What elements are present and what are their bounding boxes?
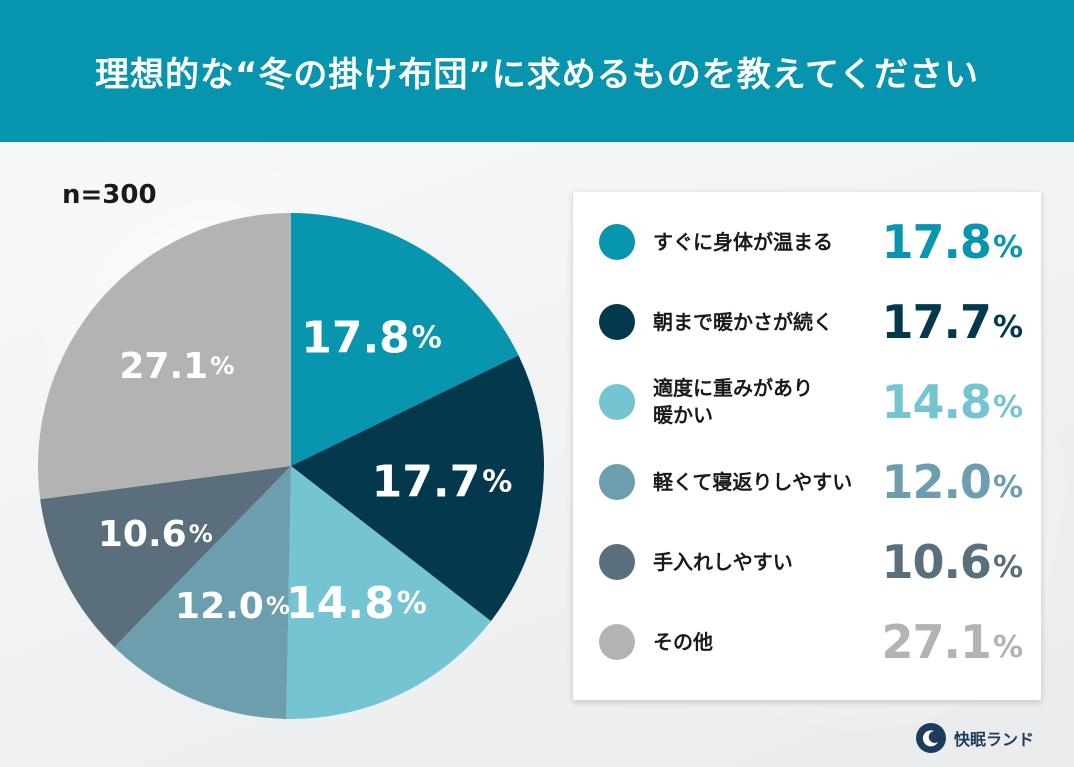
slice-data-label: 10.6% — [98, 514, 213, 555]
legend-item: 適度に重みがあり 暖かい 14.8% — [573, 362, 1041, 442]
legend: すぐに身体が温まる 17.8% 朝まで暖かさが続く 17.7% 適度に重みがあり 暖かい 1… — [573, 192, 1041, 700]
legend-swatch — [599, 224, 635, 260]
pie-slice — [286, 466, 491, 719]
sleep-mascot-icon — [916, 723, 946, 753]
pie-slice — [291, 355, 544, 622]
legend-item: 軽くて寝返りしやすい 12.0% — [573, 442, 1041, 522]
legend-label: 手入れしやすい — [653, 549, 793, 574]
legend-value: 10.6% — [881, 522, 1023, 602]
pie-slice — [114, 466, 291, 719]
slice-data-label: 17.8% — [301, 312, 442, 363]
legend-value-number: 14.8 — [881, 375, 991, 429]
legend-swatch — [599, 624, 635, 660]
brand-name: 快眠ランド — [954, 730, 1035, 749]
legend-value-unit: % — [992, 629, 1023, 665]
legend-value: 12.0% — [881, 442, 1023, 522]
legend-label: その他 — [653, 629, 713, 654]
slice-data-label: 12.0% — [175, 586, 290, 627]
legend-label: 朝まで暖かさが続く — [653, 309, 833, 334]
pie-slice — [37, 213, 291, 500]
legend-value-number: 12.0 — [881, 455, 991, 509]
legend-swatch — [599, 544, 635, 580]
legend-value-unit: % — [992, 469, 1023, 505]
sample-size-label: n=300 — [62, 180, 157, 210]
legend-value: 27.1% — [881, 602, 1023, 682]
legend-value: 14.8% — [881, 362, 1023, 442]
legend-value: 17.8% — [881, 202, 1023, 282]
pie-slice — [291, 213, 519, 466]
header-banner: 理想的な“冬の掛け布団”に求めるものを教えてください — [0, 0, 1074, 142]
pie-slice — [40, 466, 291, 648]
legend-item: 手入れしやすい 10.6% — [573, 522, 1041, 602]
brand-logo: 快眠ランド — [916, 722, 1034, 754]
slice-data-label: 27.1% — [119, 345, 234, 386]
legend-value: 17.7% — [881, 282, 1023, 362]
legend-item: その他 27.1% — [573, 602, 1041, 682]
legend-label: すぐに身体が温まる — [653, 229, 833, 254]
legend-item: 朝まで暖かさが続く 17.7% — [573, 282, 1041, 362]
legend-value-number: 27.1 — [881, 615, 991, 669]
legend-swatch — [599, 464, 635, 500]
slice-data-label: 17.7% — [372, 456, 513, 507]
legend-label: 適度に重みがあり 暖かい — [653, 376, 813, 427]
pie-chart: 17.8% 17.7% 14.8%12.0% 10.6% 27.1% — [37, 213, 544, 719]
chart-title: 理想的な“冬の掛け布団”に求めるものを教えてください — [95, 54, 979, 95]
legend-value-number: 10.6 — [881, 535, 991, 589]
legend-swatch — [599, 384, 635, 420]
legend-value-unit: % — [992, 549, 1023, 585]
legend-value-unit: % — [992, 309, 1023, 345]
legend-value-number: 17.7 — [881, 295, 991, 349]
legend-label: 軽くて寝返りしやすい — [653, 469, 853, 494]
legend-value-number: 17.8 — [881, 215, 991, 269]
slice-data-label: 14.8% — [286, 577, 427, 628]
legend-swatch — [599, 304, 635, 340]
legend-value-unit: % — [992, 389, 1023, 425]
legend-value-unit: % — [992, 229, 1023, 265]
legend-item: すぐに身体が温まる 17.8% — [573, 202, 1041, 282]
